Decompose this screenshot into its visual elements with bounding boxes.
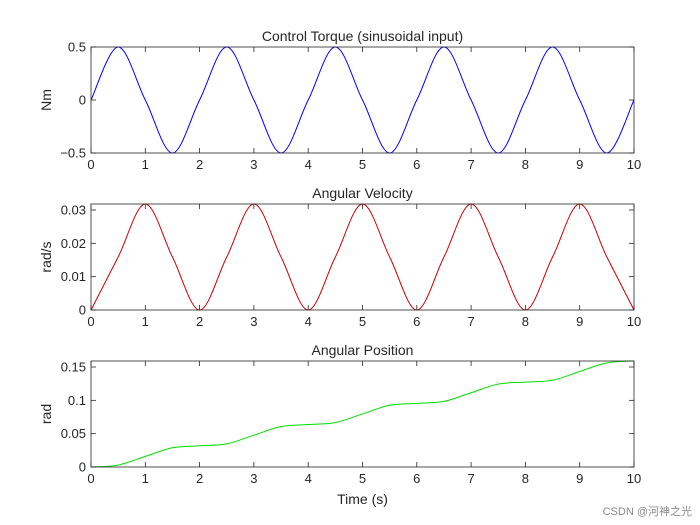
x-tick-label: 6 [413,314,420,329]
x-tick-label: 9 [576,471,583,486]
y-tick-label: 0.05 [61,426,86,441]
y-axis-label: rad [38,404,54,424]
x-tick-label: 5 [359,157,366,172]
x-tick-label: 3 [250,314,257,329]
x-tick-label: 4 [305,157,312,172]
plot-area [91,204,634,310]
y-tick-label: 0.01 [61,269,86,284]
series-line-torque [91,46,634,154]
x-tick-label: 4 [305,314,312,329]
x-tick-label: 7 [467,471,474,486]
x-axis-label: Time (s) [337,491,388,507]
x-tick-label: 7 [467,314,474,329]
y-tick-label: 0 [79,93,86,108]
y-tick-label: 0 [79,460,86,475]
x-tick-label: 9 [576,157,583,172]
y-axis-label: rad/s [38,241,54,272]
x-tick-label: 1 [142,157,149,172]
x-tick-label: 9 [576,314,583,329]
x-tick-label: 3 [250,471,257,486]
x-tick-label: 2 [196,471,203,486]
x-tick-label: 5 [359,471,366,486]
subplot-title: Angular Velocity [312,185,412,201]
subplot-2: 0 1 2 3 4 5 6 7 8 9 10 0 0.01 0.02 0.03 Angular Velocit… [38,185,641,329]
x-tick-label: 2 [196,314,203,329]
subplot-title: Control Torque (sinusoidal input) [262,28,463,44]
subplot-title: Angular Position [312,342,414,358]
x-tick-label: 8 [522,157,529,172]
x-tick-label: 5 [359,314,366,329]
x-tick-label: 1 [142,314,149,329]
x-tick-label: 7 [467,157,474,172]
x-tick-label: 6 [413,157,420,172]
y-tick-label: 0.15 [61,360,86,375]
series-line-position [91,360,634,468]
x-tick-label: 0 [87,471,94,486]
subplot-3: 0 1 2 3 4 5 6 7 8 9 10 0 0.05 0.1 0.15 Angular Position… [38,342,641,507]
x-tick-label: 4 [305,471,312,486]
x-tick-label: 2 [196,157,203,172]
y-tick-label: 0.1 [68,393,86,408]
y-tick-label: 0.5 [68,40,86,55]
x-tick-label: 1 [142,471,149,486]
y-axis-label: Nm [38,89,54,111]
x-tick-label: 8 [522,314,529,329]
x-tick-label: 10 [627,471,641,486]
x-tick-label: 10 [627,157,641,172]
y-tick-label: 0.03 [61,203,86,218]
x-tick-label: 8 [522,471,529,486]
x-tick-label: 0 [87,314,94,329]
y-tick-label: −0.5 [60,146,86,161]
y-tick-label: 0 [79,303,86,318]
x-tick-label: 10 [627,314,641,329]
y-tick-label: 0.02 [61,236,86,251]
watermark: CSDN @河神之光 [602,506,692,518]
x-tick-label: 6 [413,471,420,486]
x-tick-label: 0 [87,157,94,172]
x-tick-label: 3 [250,157,257,172]
